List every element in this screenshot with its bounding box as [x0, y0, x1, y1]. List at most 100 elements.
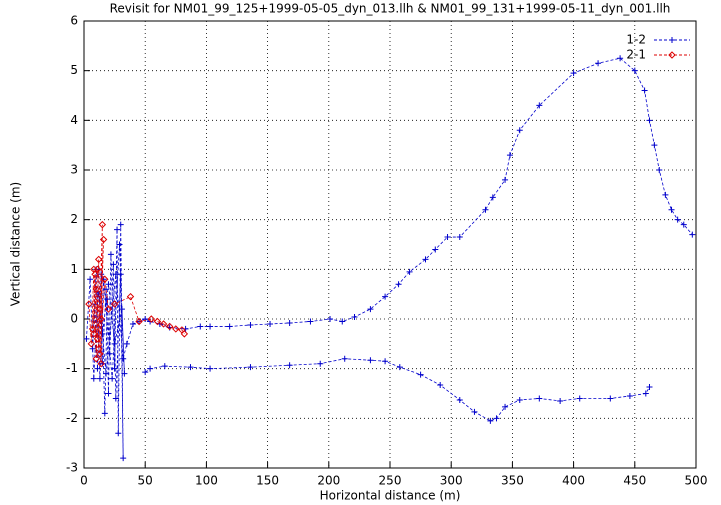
plus-marker	[417, 371, 424, 378]
plus-marker	[90, 375, 97, 382]
chart-title: Revisit for NM01_99_125+1999-05-05_dyn_0…	[110, 2, 671, 16]
plus-marker	[536, 395, 543, 402]
plus-marker	[327, 316, 334, 322]
plus-marker	[674, 216, 681, 223]
plus-marker	[187, 364, 194, 371]
diamond-marker	[104, 305, 113, 313]
plus-marker	[502, 176, 509, 183]
plus-marker	[557, 397, 564, 404]
plus-marker	[607, 395, 614, 402]
plus-marker	[123, 340, 130, 347]
x-tick-label: 100	[195, 474, 218, 488]
plus-marker	[642, 390, 649, 397]
plus-marker	[105, 390, 112, 397]
diamond-marker	[98, 220, 107, 229]
plus-marker	[117, 221, 124, 228]
plus-marker	[94, 365, 101, 372]
x-tick-label: 350	[501, 474, 524, 488]
plus-marker	[396, 364, 403, 371]
plus-marker	[641, 87, 648, 94]
plus-marker	[536, 102, 543, 109]
plus-marker	[142, 316, 149, 322]
diamond-marker	[92, 285, 100, 293]
plus-marker	[116, 241, 123, 248]
diamond-marker	[91, 270, 99, 279]
y-tick-label: 6	[70, 14, 78, 28]
plus-marker	[106, 350, 113, 357]
plus-marker	[267, 320, 274, 327]
y-tick-label: -1	[66, 361, 78, 375]
plus-marker	[506, 152, 513, 159]
plus-marker	[317, 360, 324, 367]
plus-marker	[105, 281, 112, 288]
plus-marker	[367, 306, 374, 313]
plus-marker	[646, 384, 653, 391]
plus-marker	[395, 281, 402, 288]
diamond-marker	[668, 51, 676, 59]
plus-marker	[197, 323, 204, 330]
plus-marker	[307, 318, 314, 325]
legend-label: 1-2	[626, 33, 646, 47]
plus-marker	[406, 268, 413, 275]
plus-marker	[247, 321, 254, 328]
plus-marker	[646, 117, 653, 124]
x-tick-label: 450	[623, 474, 646, 488]
y-tick-label: -2	[66, 411, 78, 425]
diamond-marker	[165, 322, 174, 331]
plus-marker	[382, 358, 389, 365]
x-tick-label: 50	[138, 474, 153, 488]
plus-marker	[110, 261, 117, 268]
y-tick-label: 5	[70, 63, 78, 77]
y-tick-label: 2	[70, 212, 78, 226]
plus-marker	[161, 363, 168, 370]
plus-marker	[101, 410, 108, 417]
plus-marker	[489, 194, 496, 201]
plus-marker	[120, 355, 127, 362]
diamond-marker	[101, 275, 109, 283]
plus-marker	[142, 369, 149, 376]
plus-marker	[147, 365, 154, 372]
diamond-marker	[87, 340, 96, 348]
plus-marker	[129, 320, 136, 327]
plus-marker	[247, 364, 254, 371]
diamond-marker	[153, 317, 162, 326]
plus-marker	[631, 67, 638, 74]
y-tick-label: 3	[70, 163, 78, 177]
plus-marker	[516, 127, 523, 134]
plus-marker	[351, 314, 358, 321]
legend-label: 2-1	[626, 48, 646, 62]
plus-marker	[482, 206, 489, 213]
x-axis-label: Horizontal distance (m)	[320, 489, 461, 503]
plus-marker	[207, 365, 214, 372]
plus-marker	[662, 191, 669, 198]
plus-marker	[516, 396, 523, 403]
diamond-marker	[135, 317, 143, 326]
x-tick-label: 200	[317, 474, 340, 488]
diamond-marker	[97, 359, 105, 368]
diamond-marker	[126, 292, 135, 301]
plus-marker	[115, 430, 122, 437]
plus-marker	[651, 142, 658, 149]
diamond-marker	[93, 335, 102, 343]
series-line	[86, 57, 693, 459]
plus-marker	[121, 370, 128, 377]
diamond-marker	[90, 330, 98, 338]
plus-marker	[112, 395, 119, 402]
diamond-marker	[110, 300, 119, 308]
y-axis-label: Vertical distance (m)	[9, 182, 23, 306]
diamond-marker	[92, 355, 100, 363]
plus-marker	[656, 167, 663, 173]
plus-marker	[595, 60, 602, 67]
plus-marker	[437, 382, 444, 389]
diamond-marker	[96, 305, 104, 313]
plus-marker	[120, 455, 127, 462]
diamond-marker	[159, 320, 168, 328]
plus-marker	[286, 362, 293, 369]
plus-marker	[114, 226, 121, 233]
plus-marker	[456, 234, 463, 241]
diamond-marker	[97, 315, 105, 323]
plus-marker	[341, 355, 348, 362]
plus-marker	[432, 246, 439, 253]
plus-marker	[617, 55, 624, 62]
